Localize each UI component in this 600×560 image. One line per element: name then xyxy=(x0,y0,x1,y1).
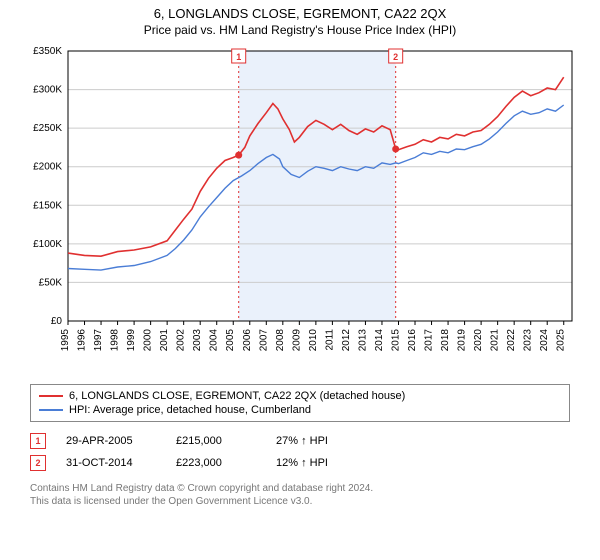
svg-text:2000: 2000 xyxy=(143,329,154,352)
sale-row: 2 31-OCT-2014 £223,000 12% ↑ HPI xyxy=(30,452,570,474)
svg-text:2002: 2002 xyxy=(176,329,187,352)
legend-item: HPI: Average price, detached house, Cumb… xyxy=(39,403,561,417)
sale-price: £215,000 xyxy=(176,435,256,447)
svg-text:2011: 2011 xyxy=(324,329,335,351)
price-chart: £0 £50K £100K £150K £200K £250K £300K £350K 1995… xyxy=(20,43,580,378)
sale-row: 1 29-APR-2005 £215,000 27% ↑ HPI xyxy=(30,430,570,452)
svg-text:£200K: £200K xyxy=(33,162,62,173)
sale-hpi-delta: 12% ↑ HPI xyxy=(276,457,366,469)
svg-text:£350K: £350K xyxy=(33,46,62,57)
legend-label: HPI: Average price, detached house, Cumb… xyxy=(69,404,311,416)
svg-text:2009: 2009 xyxy=(291,329,302,352)
svg-text:2020: 2020 xyxy=(473,329,484,352)
svg-text:2013: 2013 xyxy=(357,329,368,352)
page-root: 6, LONGLANDS CLOSE, EGREMONT, CA22 2QX P… xyxy=(0,0,600,560)
svg-text:2025: 2025 xyxy=(556,329,567,352)
legend-label: 6, LONGLANDS CLOSE, EGREMONT, CA22 2QX (… xyxy=(69,390,405,402)
svg-text:1997: 1997 xyxy=(93,329,104,352)
svg-text:2001: 2001 xyxy=(159,329,170,352)
svg-text:2017: 2017 xyxy=(424,329,435,352)
legend-box: 6, LONGLANDS CLOSE, EGREMONT, CA22 2QX (… xyxy=(30,384,570,422)
sale-price: £223,000 xyxy=(176,457,256,469)
svg-text:2014: 2014 xyxy=(374,329,385,352)
svg-text:2024: 2024 xyxy=(539,329,550,352)
svg-text:2006: 2006 xyxy=(242,329,253,352)
svg-text:£100K: £100K xyxy=(33,239,62,250)
svg-text:2008: 2008 xyxy=(275,329,286,352)
svg-text:2015: 2015 xyxy=(390,329,401,352)
svg-text:£0: £0 xyxy=(51,316,63,327)
svg-text:1996: 1996 xyxy=(77,329,88,352)
legend-swatch xyxy=(39,395,63,397)
svg-text:£50K: £50K xyxy=(39,277,63,288)
sale-marker: 2 xyxy=(30,455,46,471)
legend-swatch xyxy=(39,409,63,411)
svg-text:2023: 2023 xyxy=(523,329,534,352)
svg-text:2016: 2016 xyxy=(407,329,418,352)
sale-date: 29-APR-2005 xyxy=(66,435,156,447)
svg-text:2005: 2005 xyxy=(225,329,236,352)
legend-item: 6, LONGLANDS CLOSE, EGREMONT, CA22 2QX (… xyxy=(39,389,561,403)
svg-text:£250K: £250K xyxy=(33,123,62,134)
svg-text:2003: 2003 xyxy=(192,329,203,352)
svg-text:£300K: £300K xyxy=(33,85,62,96)
svg-text:2004: 2004 xyxy=(209,329,220,352)
svg-text:2012: 2012 xyxy=(341,329,352,352)
svg-text:2018: 2018 xyxy=(440,329,451,352)
svg-text:1999: 1999 xyxy=(126,329,137,352)
svg-text:2007: 2007 xyxy=(258,329,269,352)
svg-text:2: 2 xyxy=(393,52,398,62)
sales-table: 1 29-APR-2005 £215,000 27% ↑ HPI 2 31-OCT-201… xyxy=(30,430,570,474)
svg-text:2010: 2010 xyxy=(308,329,319,352)
footer-attribution: Contains HM Land Registry data © Crown c… xyxy=(30,482,570,508)
svg-text:£150K: £150K xyxy=(33,200,62,211)
footer-line: This data is licensed under the Open Gov… xyxy=(30,495,570,508)
svg-text:1995: 1995 xyxy=(60,329,71,352)
svg-text:2022: 2022 xyxy=(506,329,517,352)
svg-text:2021: 2021 xyxy=(490,329,501,352)
footer-line: Contains HM Land Registry data © Crown c… xyxy=(30,482,570,495)
sale-date: 31-OCT-2014 xyxy=(66,457,156,469)
page-title: 6, LONGLANDS CLOSE, EGREMONT, CA22 2QX xyxy=(154,6,447,21)
chart-svg: £0 £50K £100K £150K £200K £250K £300K £350K 1995… xyxy=(20,43,580,373)
svg-text:2019: 2019 xyxy=(457,329,468,352)
sale-hpi-delta: 27% ↑ HPI xyxy=(276,435,366,447)
svg-text:1: 1 xyxy=(236,52,241,62)
sale-marker: 1 xyxy=(30,433,46,449)
svg-text:1998: 1998 xyxy=(110,329,121,352)
page-subtitle: Price paid vs. HM Land Registry's House … xyxy=(144,23,456,37)
